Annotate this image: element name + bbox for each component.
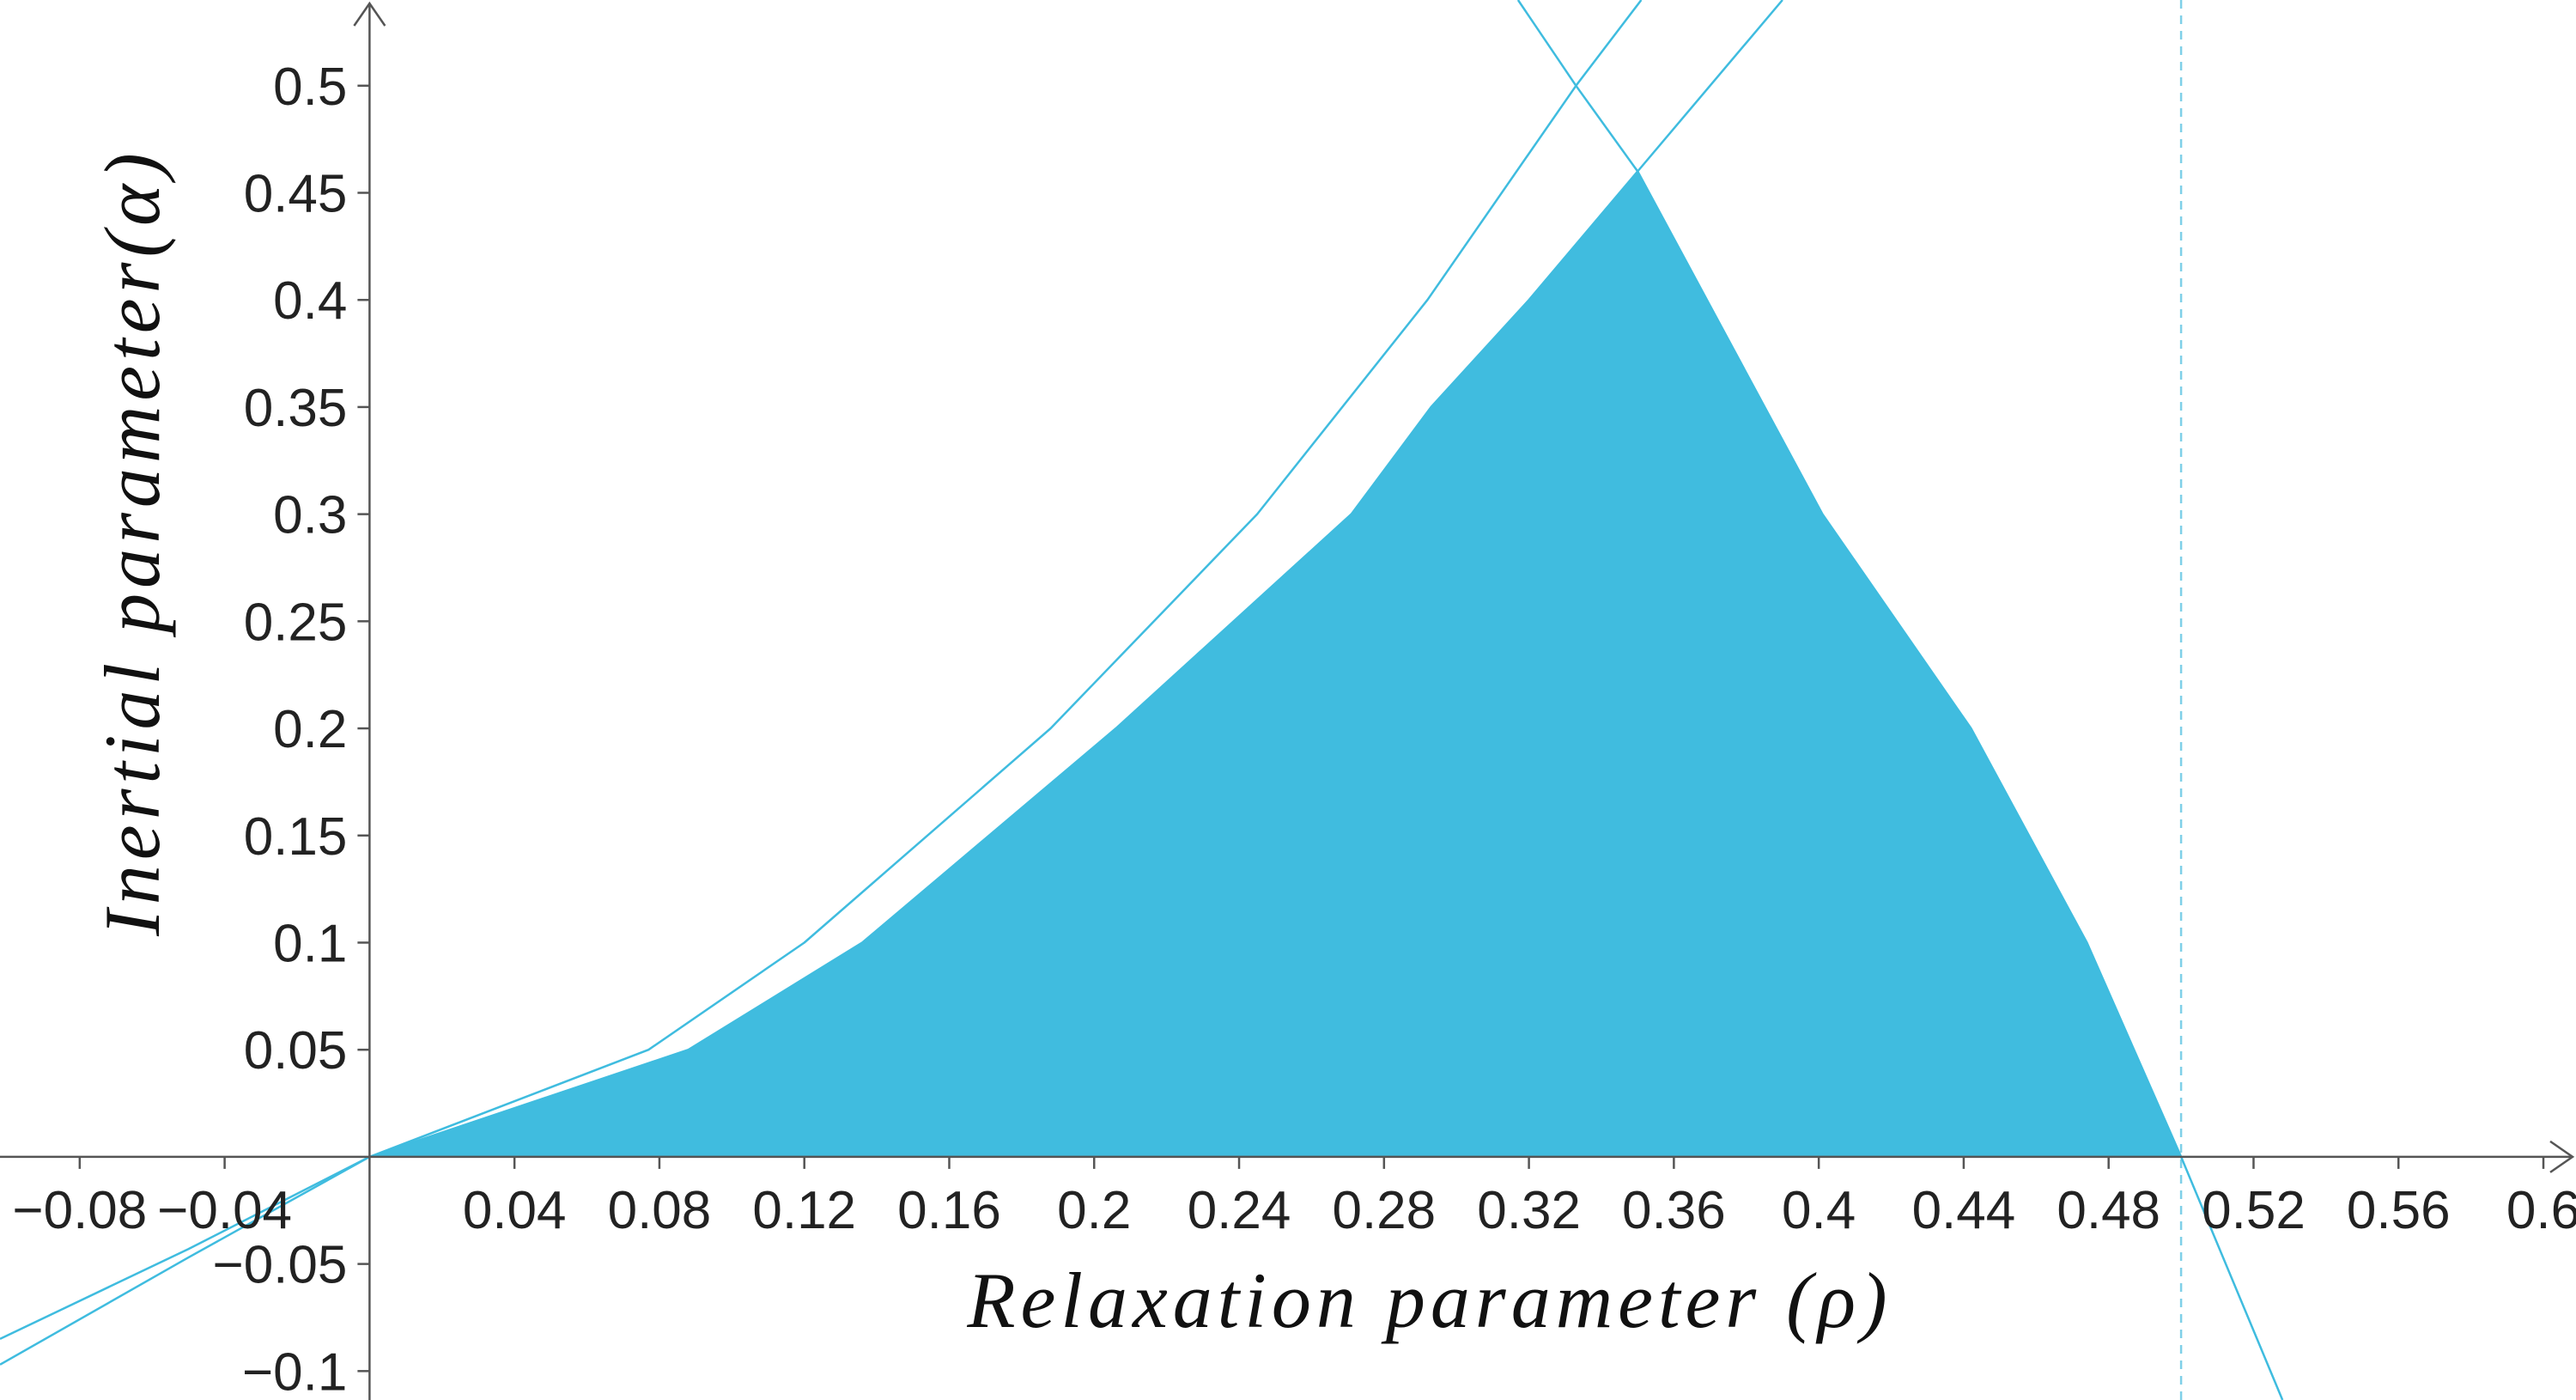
x-tick-label: 0.48 (2057, 1181, 2160, 1240)
plot-area (0, 0, 2284, 1400)
x-tick-label: 0.04 (463, 1181, 567, 1240)
y-tick-label: 0.3 (273, 486, 347, 545)
y-tick-label: 0.15 (244, 807, 348, 867)
y-tick-label: −0.1 (242, 1342, 347, 1400)
x-tick-label: 0.2 (1057, 1181, 1131, 1240)
y-tick-label: 0.35 (244, 379, 348, 438)
y-tick-label: −0.05 (212, 1236, 347, 1295)
x-tick-label: −0.08 (12, 1181, 147, 1240)
x-tick-label: 0.4 (1782, 1181, 1856, 1240)
x-tick-label: −0.04 (157, 1181, 292, 1240)
x-tick-label: 0.28 (1332, 1181, 1436, 1240)
y-axis-label: Inertial parameter(α) (88, 148, 176, 937)
x-tick-label: 0.24 (1188, 1181, 1291, 1240)
y-tick-label: 0.1 (273, 914, 347, 973)
y-tick-label: 0.5 (273, 58, 347, 117)
x-tick-label: 0.36 (1622, 1181, 1726, 1240)
x-tick-label: 0.52 (2202, 1181, 2306, 1240)
curve (0, 0, 1783, 1341)
curve (0, 0, 1643, 1366)
x-tick-label: 0.6 (2506, 1181, 2576, 1240)
x-axis-arrow (2549, 1140, 2575, 1173)
feasible-region (369, 171, 2182, 1157)
x-tick-label: 0.16 (897, 1181, 1001, 1240)
y-axis-arrow (353, 1, 386, 27)
x-tick-label: 0.12 (752, 1181, 856, 1240)
curve (1516, 0, 2284, 1400)
x-tick-label: 0.08 (608, 1181, 712, 1240)
y-tick-label: 0.2 (273, 700, 347, 759)
x-tick-label: 0.56 (2347, 1181, 2451, 1240)
y-tick-label: 0.25 (244, 593, 348, 652)
x-tick-label: 0.44 (1912, 1181, 2016, 1240)
x-tick-label: 0.32 (1477, 1181, 1581, 1240)
y-tick-label: 0.45 (244, 164, 348, 223)
y-tick-label: 0.4 (273, 271, 347, 331)
x-axis-label: Relaxation parameter (ρ) (966, 1257, 1892, 1344)
y-tick-label: 0.05 (244, 1021, 348, 1080)
